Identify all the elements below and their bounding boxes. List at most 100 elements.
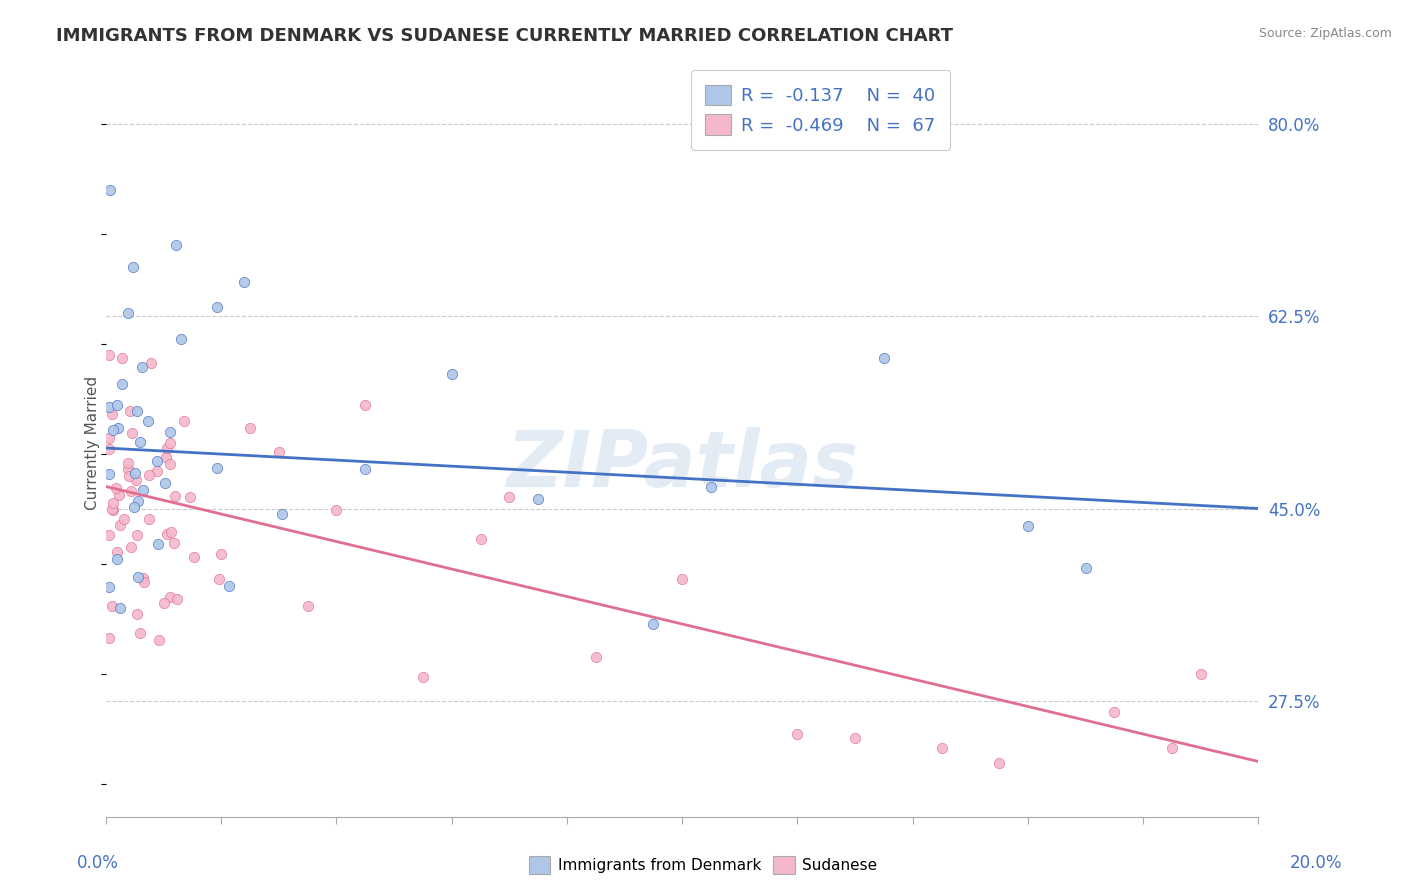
Point bbox=[170, 332, 193, 346]
Point bbox=[146, 464, 169, 478]
Point bbox=[155, 476, 177, 491]
Legend: Immigrants from Denmark, Sudanese: Immigrants from Denmark, Sudanese bbox=[523, 850, 883, 880]
Point bbox=[233, 275, 256, 289]
Point bbox=[105, 545, 128, 559]
Point bbox=[120, 483, 142, 498]
Point bbox=[132, 574, 155, 589]
Point bbox=[585, 650, 607, 665]
Point bbox=[183, 550, 205, 565]
Point bbox=[271, 508, 294, 522]
Point bbox=[470, 533, 492, 547]
Point bbox=[136, 414, 159, 428]
Point bbox=[297, 599, 319, 614]
Point bbox=[440, 368, 463, 382]
Point bbox=[110, 600, 132, 615]
Point bbox=[103, 503, 125, 517]
Point bbox=[111, 351, 134, 365]
Point bbox=[125, 607, 148, 621]
Point bbox=[138, 511, 160, 525]
Point bbox=[205, 460, 228, 475]
Point bbox=[118, 404, 141, 418]
Point bbox=[156, 441, 179, 455]
Point bbox=[1017, 519, 1039, 533]
Point bbox=[97, 580, 120, 594]
Point bbox=[354, 462, 377, 476]
Point bbox=[1161, 740, 1184, 755]
Point bbox=[155, 450, 177, 465]
Point bbox=[127, 404, 149, 418]
Point bbox=[97, 348, 120, 362]
Point bbox=[121, 260, 143, 274]
Point bbox=[156, 527, 179, 541]
Point bbox=[100, 502, 122, 516]
Point bbox=[132, 571, 155, 585]
Point bbox=[160, 525, 183, 540]
Point bbox=[129, 626, 152, 640]
Point bbox=[97, 442, 120, 456]
Point bbox=[120, 541, 142, 555]
Point bbox=[325, 503, 347, 517]
Point bbox=[98, 400, 121, 414]
Point bbox=[162, 535, 184, 549]
Point bbox=[931, 741, 953, 756]
Point bbox=[218, 579, 240, 593]
Point bbox=[124, 467, 146, 481]
Point bbox=[131, 483, 153, 498]
Point bbox=[117, 306, 139, 320]
Text: ZIPatlas: ZIPatlas bbox=[506, 427, 858, 503]
Point bbox=[159, 457, 181, 471]
Point bbox=[1104, 706, 1126, 720]
Point bbox=[173, 414, 195, 428]
Point bbox=[166, 592, 188, 607]
Point bbox=[267, 445, 290, 459]
Point bbox=[498, 490, 520, 504]
Point bbox=[671, 572, 693, 586]
Point bbox=[148, 633, 170, 648]
Point bbox=[209, 547, 232, 561]
Text: Source: ZipAtlas.com: Source: ZipAtlas.com bbox=[1258, 27, 1392, 40]
Point bbox=[643, 616, 665, 631]
Point bbox=[108, 488, 131, 502]
Point bbox=[110, 518, 132, 533]
Point bbox=[127, 493, 149, 508]
Point bbox=[141, 356, 163, 370]
Point bbox=[97, 431, 120, 445]
Point bbox=[148, 536, 170, 550]
Point bbox=[988, 756, 1011, 770]
Point bbox=[105, 552, 128, 566]
Point bbox=[105, 398, 128, 412]
Text: 0.0%: 0.0% bbox=[77, 855, 120, 872]
Point bbox=[97, 527, 120, 541]
Point bbox=[159, 436, 181, 450]
Point bbox=[117, 456, 139, 470]
Point bbox=[122, 500, 145, 515]
Point bbox=[146, 454, 169, 468]
Point bbox=[97, 631, 120, 645]
Point bbox=[112, 511, 135, 525]
Point bbox=[111, 377, 134, 392]
Point bbox=[239, 421, 262, 435]
Point bbox=[159, 425, 181, 439]
Point bbox=[98, 182, 121, 196]
Point bbox=[165, 489, 187, 503]
Point bbox=[105, 481, 128, 495]
Point bbox=[129, 435, 152, 450]
Point bbox=[1074, 561, 1097, 575]
Point bbox=[412, 670, 434, 684]
Point bbox=[527, 492, 550, 507]
Point bbox=[844, 731, 866, 745]
Point bbox=[107, 421, 129, 435]
Point bbox=[700, 480, 723, 494]
Point bbox=[101, 423, 124, 437]
Point bbox=[159, 590, 181, 604]
Point bbox=[127, 528, 149, 542]
Point bbox=[138, 468, 160, 483]
Point bbox=[125, 473, 148, 487]
Point bbox=[103, 496, 125, 510]
Point bbox=[873, 351, 896, 365]
Point bbox=[208, 572, 231, 586]
Point bbox=[117, 468, 139, 483]
Legend: R =  -0.137    N =  40, R =  -0.469    N =  67: R = -0.137 N = 40, R = -0.469 N = 67 bbox=[690, 70, 950, 150]
Point bbox=[127, 570, 149, 584]
Point bbox=[354, 398, 377, 412]
